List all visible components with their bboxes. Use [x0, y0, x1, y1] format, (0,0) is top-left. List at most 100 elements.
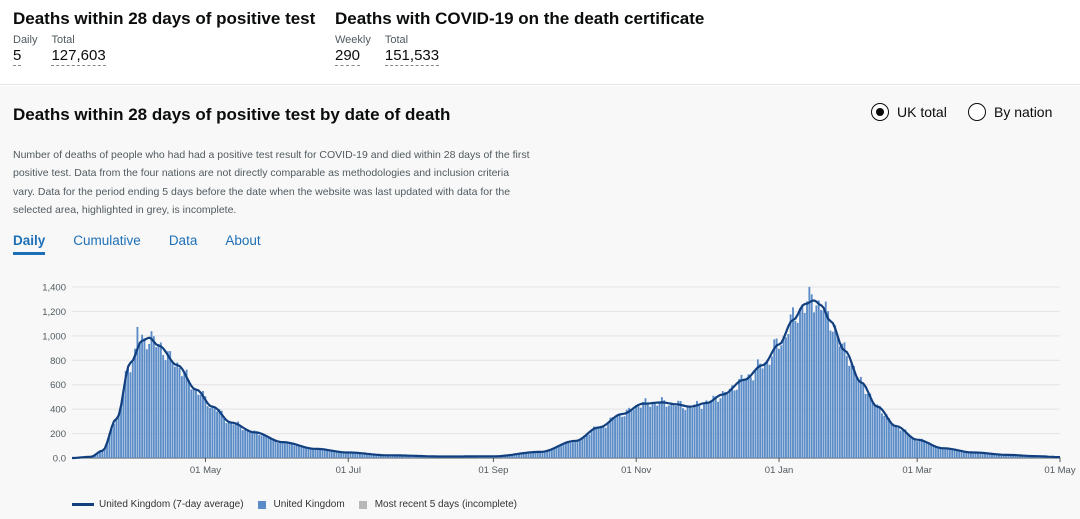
daily-bar: [129, 372, 132, 458]
daily-bar: [567, 441, 570, 458]
daily-bar: [206, 406, 209, 458]
daily-bar: [649, 406, 652, 458]
daily-bar: [656, 405, 659, 458]
daily-bar: [782, 335, 785, 458]
daily-bar: [384, 455, 387, 458]
legend-item-average[interactable]: United Kingdom (7-day average): [72, 499, 244, 510]
daily-bar: [618, 413, 621, 458]
daily-bar: [888, 417, 890, 458]
daily-bar: [637, 406, 640, 458]
daily-bar: [571, 442, 574, 458]
daily-bar: [597, 427, 600, 458]
daily-bar: [372, 454, 375, 458]
daily-bar: [717, 401, 719, 458]
daily-bar: [590, 429, 593, 458]
daily-bar: [712, 395, 715, 458]
daily-bar: [773, 339, 776, 458]
daily-bar: [272, 438, 275, 458]
radio-uk-total[interactable]: UK total: [871, 103, 947, 121]
daily-bar: [337, 452, 340, 458]
daily-bar: [948, 448, 951, 458]
metric-weekly: Weekly 290: [335, 34, 371, 66]
legend-item-daily[interactable]: United Kingdom: [257, 499, 345, 510]
daily-bar: [513, 454, 516, 458]
daily-bar: [115, 418, 118, 458]
daily-bar: [951, 449, 954, 458]
tab-daily[interactable]: Daily: [13, 233, 46, 255]
metric-value[interactable]: 127,603: [51, 47, 106, 66]
daily-bar: [864, 393, 867, 458]
daily-bar: [356, 453, 359, 458]
daily-bar: [810, 294, 813, 458]
daily-bar: [679, 401, 682, 458]
daily-bar: [150, 331, 153, 458]
daily-bar: [824, 301, 827, 458]
daily-bar: [794, 320, 797, 458]
chart-legend: United Kingdom (7-day average) United Ki…: [72, 499, 531, 510]
tab-cumulative[interactable]: Cumulative: [73, 233, 141, 248]
daily-bar: [152, 336, 155, 458]
metric-label: Total: [384, 34, 409, 46]
card-title: Deaths within 28 days of positive test b…: [13, 105, 451, 124]
metric-value[interactable]: 290: [335, 47, 361, 66]
daily-bar: [988, 453, 991, 458]
daily-bar: [852, 366, 855, 458]
daily-bar: [284, 442, 286, 458]
tab-data[interactable]: Data: [168, 233, 198, 248]
daily-bar: [202, 390, 204, 458]
metric-value[interactable]: 151,533: [384, 47, 440, 66]
radio-by-nation[interactable]: By nation: [968, 103, 1052, 121]
daily-bar: [410, 455, 413, 458]
daily-bar: [546, 450, 549, 458]
legend-label: Most recent 5 days (incomplete): [374, 499, 517, 510]
daily-bar: [658, 402, 661, 458]
daily-bar: [368, 453, 371, 458]
legend-incomplete-swatch: [358, 500, 367, 509]
daily-bar: [721, 391, 724, 458]
y-tick-label: 800: [50, 356, 66, 367]
daily-bar: [628, 407, 631, 458]
daily-bar: [255, 431, 258, 458]
daily-bar: [735, 389, 738, 458]
daily-bar: [670, 402, 673, 458]
daily-bar: [110, 428, 113, 458]
daily-bar: [813, 312, 815, 458]
daily-bar: [99, 451, 101, 458]
daily-bar: [269, 437, 272, 458]
headline-deaths-28-days: Deaths within 28 days of positive test D…: [13, 10, 315, 66]
daily-bar: [838, 346, 841, 458]
tab-about[interactable]: About: [225, 233, 261, 248]
daily-bar: [106, 441, 108, 458]
x-tick-label: 01 May: [190, 465, 221, 476]
daily-bar: [1023, 455, 1026, 458]
metric-value[interactable]: 5: [13, 47, 22, 66]
daily-bar: [759, 363, 762, 458]
daily-bar: [974, 452, 977, 458]
daily-bar: [747, 374, 750, 458]
metric-daily: Daily 5: [13, 34, 37, 66]
daily-bar: [1021, 455, 1024, 458]
daily-bar: [213, 408, 216, 458]
daily-bar: [754, 369, 757, 458]
daily-bar: [944, 448, 947, 458]
daily-bar: [403, 455, 406, 458]
y-tick-label: 200: [50, 429, 66, 440]
daily-bar: [742, 380, 745, 458]
daily-bar: [298, 444, 300, 458]
daily-bar: [323, 449, 326, 458]
daily-bar: [351, 452, 354, 458]
daily-bar: [897, 427, 900, 458]
daily-bar: [600, 425, 602, 458]
legend-item-incomplete[interactable]: Most recent 5 days (incomplete): [358, 499, 517, 510]
daily-bar: [375, 454, 378, 458]
daily-bar: [939, 447, 942, 458]
daily-bar: [344, 452, 347, 458]
daily-bar: [780, 345, 783, 458]
daily-bar: [958, 450, 961, 458]
metric-label: Daily: [13, 34, 38, 46]
daily-bar: [799, 308, 801, 458]
daily-bar: [639, 407, 642, 458]
daily-bar: [934, 447, 937, 458]
radio-label: UK total: [897, 104, 947, 120]
daily-bar: [347, 452, 350, 458]
